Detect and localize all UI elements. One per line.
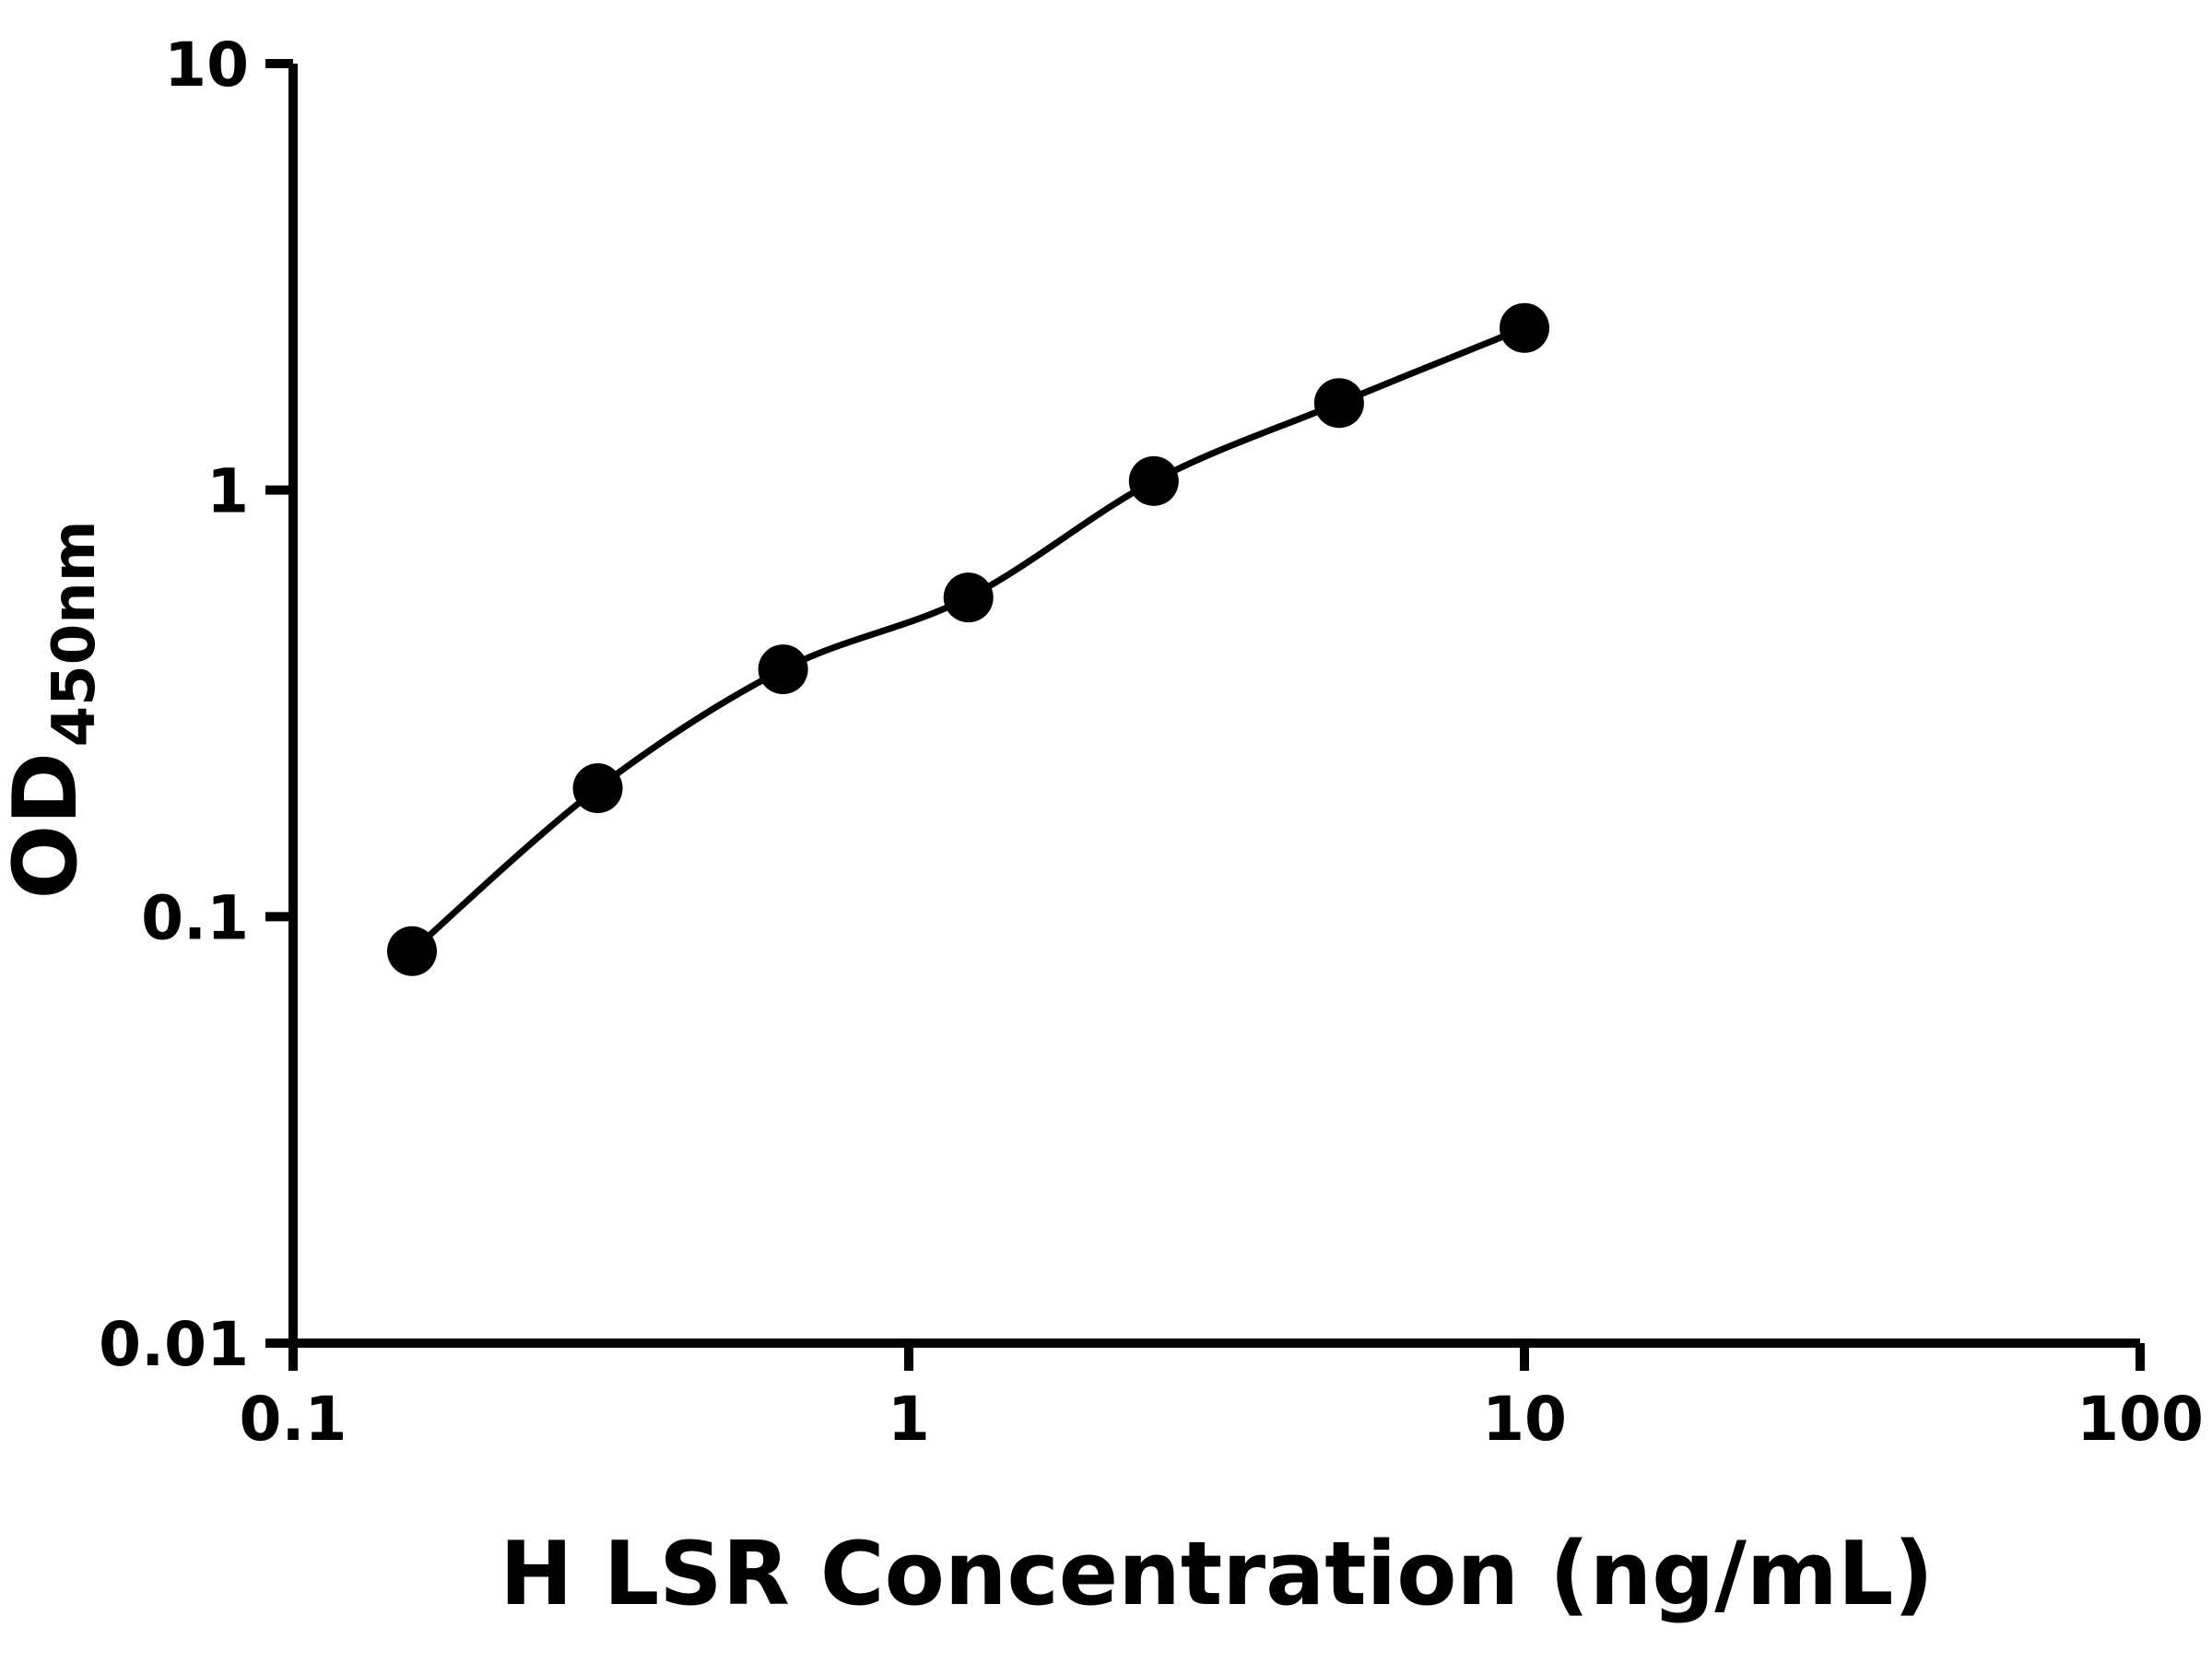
y-axis-title-subscript: 450nm <box>41 520 109 747</box>
data-point <box>1313 378 1364 429</box>
x-tick-label: 0.1 <box>240 1384 347 1455</box>
x-axis-title: H LSR Concentration (ng/mL) <box>500 1524 1934 1625</box>
data-point <box>387 926 438 976</box>
y-tick-label: 10 <box>164 29 249 100</box>
y-tick-label: 0.01 <box>99 1309 249 1380</box>
y-axis-title-main: OD <box>0 752 97 900</box>
y-tick-label: 0.1 <box>141 882 249 953</box>
x-tick-label: 100 <box>2077 1384 2204 1455</box>
y-tick-label: 1 <box>206 456 249 527</box>
data-point <box>1128 455 1179 506</box>
fit-curve <box>409 324 1526 954</box>
data-point <box>572 763 623 814</box>
y-axis-title: OD 450nm <box>0 520 109 899</box>
data-point <box>943 572 994 623</box>
data-point <box>1500 302 1549 353</box>
data-point <box>758 644 808 695</box>
x-tick-label: 10 <box>1482 1384 1567 1455</box>
x-tick-label: 1 <box>888 1384 930 1455</box>
